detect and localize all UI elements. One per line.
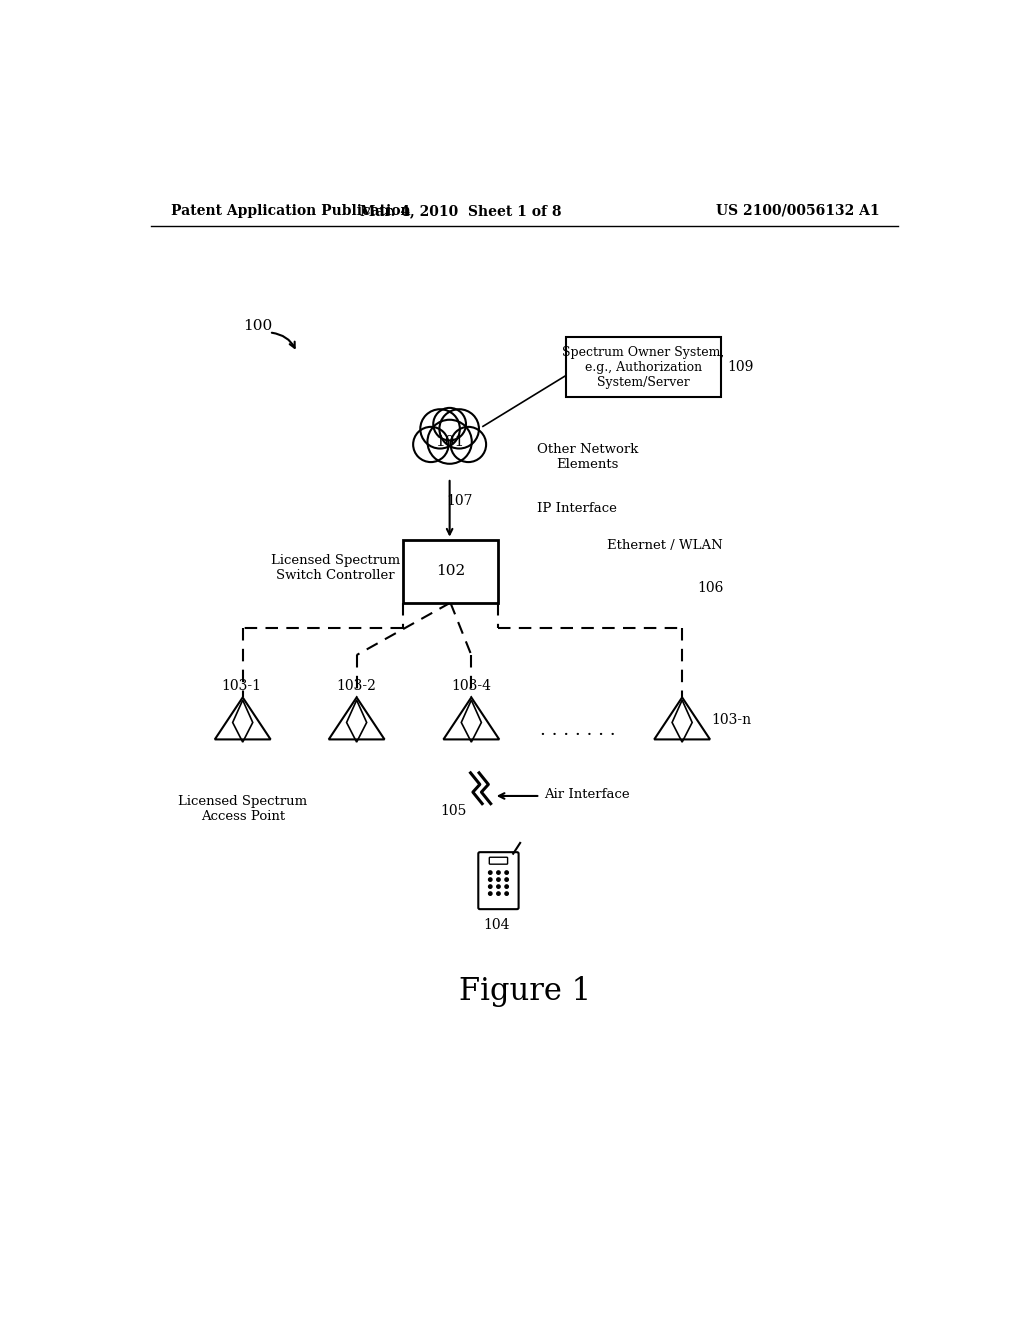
Circle shape [488,878,492,882]
Circle shape [413,426,449,462]
Text: Air Interface: Air Interface [544,788,630,801]
Circle shape [488,871,492,874]
Circle shape [439,409,479,449]
FancyBboxPatch shape [403,540,498,603]
Circle shape [497,892,500,895]
Circle shape [488,892,492,895]
Text: 101: 101 [435,434,464,449]
Circle shape [505,884,508,888]
Text: 109: 109 [727,360,754,374]
Text: 106: 106 [697,581,724,595]
Circle shape [451,426,486,462]
Circle shape [497,884,500,888]
Circle shape [497,878,500,882]
Text: 103-1: 103-1 [221,678,261,693]
Text: Mar. 4, 2010  Sheet 1 of 8: Mar. 4, 2010 Sheet 1 of 8 [360,203,562,218]
Text: 100: 100 [243,319,272,333]
Circle shape [505,892,508,895]
Text: Patent Application Publication: Patent Application Publication [171,203,411,218]
Text: . . . . . . .: . . . . . . . [540,721,615,739]
Circle shape [427,420,472,463]
FancyBboxPatch shape [478,853,518,909]
Text: Licensed Spectrum
Access Point: Licensed Spectrum Access Point [178,795,307,824]
Text: IP Interface: IP Interface [538,502,617,515]
Text: 104: 104 [483,917,510,932]
Text: 102: 102 [436,564,465,578]
Text: Spectrum Owner System,
e.g., Authorization
System/Server: Spectrum Owner System, e.g., Authorizati… [562,346,725,388]
Text: Ethernet / WLAN: Ethernet / WLAN [607,539,723,552]
FancyBboxPatch shape [489,857,508,865]
Text: 107: 107 [446,494,473,508]
FancyBboxPatch shape [566,337,721,397]
Circle shape [420,409,460,449]
Text: 103-4: 103-4 [452,678,492,693]
Text: Figure 1: Figure 1 [459,975,591,1007]
Text: 105: 105 [440,804,467,818]
Circle shape [505,871,508,874]
Circle shape [497,871,500,874]
Circle shape [488,884,492,888]
Text: 103-2: 103-2 [337,678,377,693]
Text: US 2100/0056132 A1: US 2100/0056132 A1 [716,203,880,218]
Circle shape [433,408,466,441]
Text: 103-n: 103-n [712,714,752,727]
Text: Licensed Spectrum
Switch Controller: Licensed Spectrum Switch Controller [271,554,400,582]
Text: Other Network
Elements: Other Network Elements [538,444,639,471]
Circle shape [505,878,508,882]
